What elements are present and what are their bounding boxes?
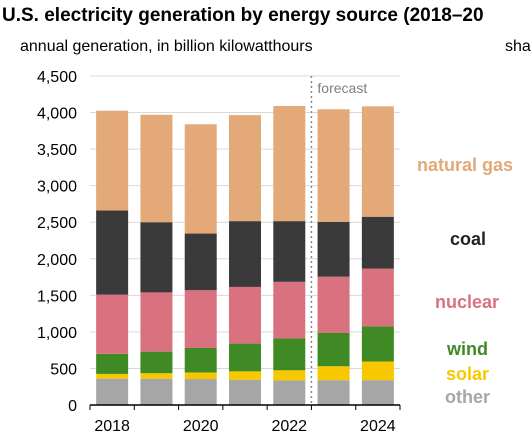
- bar-segment-natural-gas-2023: [317, 109, 350, 222]
- y-tick-label: 4,000: [37, 106, 77, 123]
- bar-segment-solar-2022: [273, 370, 306, 381]
- bar-segment-natural-gas-2022: [273, 105, 306, 222]
- bar-segment-coal-2018: [96, 210, 129, 295]
- chart-title: U.S. electricity generation by energy so…: [2, 5, 484, 26]
- series-label-wind: wind: [446, 339, 488, 359]
- bar-segment-wind-2024: [361, 326, 394, 362]
- bar-segment-other-2018: [96, 378, 129, 405]
- bar-segment-nuclear-2021: [229, 286, 261, 344]
- series-labels: other solar wind nuclear coal natural gas: [417, 155, 513, 407]
- forecast-marker: forecast: [310, 76, 367, 405]
- cut-off-right-subtitle: sha: [505, 38, 531, 55]
- y-tick-label: 1,500: [37, 288, 77, 305]
- bar-segment-nuclear-2024: [361, 268, 394, 327]
- x-axis: 2018 2020 2022 2024: [89, 404, 401, 435]
- bar-segment-coal-2021: [229, 221, 261, 287]
- bar-segment-other-2019: [140, 378, 173, 405]
- x-tick-label: 2018: [94, 418, 130, 435]
- bar-segment-solar-2018: [96, 373, 129, 379]
- y-tick-label: 3,500: [37, 142, 77, 159]
- bar-segment-solar-2021: [229, 371, 261, 380]
- series-label-natural-gas: natural gas: [417, 155, 513, 175]
- bar-segment-wind-2023: [317, 332, 350, 367]
- bar-segment-solar-2024: [361, 361, 394, 381]
- bar-segment-wind-2022: [273, 338, 306, 371]
- series-label-solar: solar: [446, 364, 489, 384]
- bar-segment-nuclear-2023: [317, 276, 350, 333]
- x-tick-label: 2024: [360, 418, 396, 435]
- bar-segment-coal-2022: [273, 221, 306, 282]
- y-tick-label: 4,500: [37, 69, 77, 86]
- y-tick-label: 2,000: [37, 252, 77, 269]
- bars: [96, 105, 394, 405]
- bar-segment-natural-gas-2019: [140, 114, 173, 223]
- bar-segment-natural-gas-2020: [184, 124, 217, 234]
- x-tick-label: 2020: [183, 418, 219, 435]
- bar-segment-coal-2020: [184, 233, 217, 291]
- bar-segment-coal-2019: [140, 222, 173, 293]
- bar-segment-nuclear-2022: [273, 281, 306, 339]
- bar-segment-other-2020: [184, 379, 217, 405]
- y-tick-label: 0: [68, 398, 77, 415]
- y-tick-label: 1,000: [37, 325, 77, 342]
- bar-segment-nuclear-2018: [96, 294, 129, 354]
- bar-segment-natural-gas-2024: [361, 106, 394, 217]
- bar-segment-wind-2021: [229, 343, 261, 372]
- series-label-coal: coal: [450, 229, 486, 249]
- bar-segment-solar-2020: [184, 372, 217, 380]
- bar-segment-solar-2019: [140, 373, 173, 379]
- y-tick-label: 3,000: [37, 179, 77, 196]
- y-tick-label: 2,500: [37, 215, 77, 232]
- bar-segment-wind-2020: [184, 347, 217, 373]
- y-tick-label: 500: [50, 361, 77, 378]
- bar-segment-wind-2019: [140, 351, 173, 374]
- chart-subtitle: annual generation, in billion kilowattho…: [20, 38, 313, 55]
- bar-segment-solar-2023: [317, 366, 350, 381]
- bar-segment-natural-gas-2018: [96, 110, 129, 211]
- bar-segment-coal-2023: [317, 221, 350, 277]
- bar-segment-natural-gas-2021: [229, 115, 261, 222]
- bar-segment-nuclear-2019: [140, 292, 173, 352]
- bar-segment-nuclear-2020: [184, 290, 217, 348]
- series-label-other: other: [445, 387, 490, 407]
- x-tick-label: 2022: [271, 418, 307, 435]
- bar-segment-coal-2024: [361, 216, 394, 269]
- bar-segment-wind-2018: [96, 353, 129, 374]
- bar-segment-other-2021: [229, 379, 261, 405]
- series-label-nuclear: nuclear: [435, 292, 499, 312]
- forecast-label: forecast: [317, 80, 367, 96]
- bar-segment-other-2023: [317, 380, 350, 405]
- bar-segment-other-2022: [273, 380, 306, 405]
- bar-segment-other-2024: [361, 380, 394, 405]
- y-axis-tick-labels: 0 500 1,000 1,500 2,000 2,500 3,000 3,500 4,000 4…: [37, 69, 77, 415]
